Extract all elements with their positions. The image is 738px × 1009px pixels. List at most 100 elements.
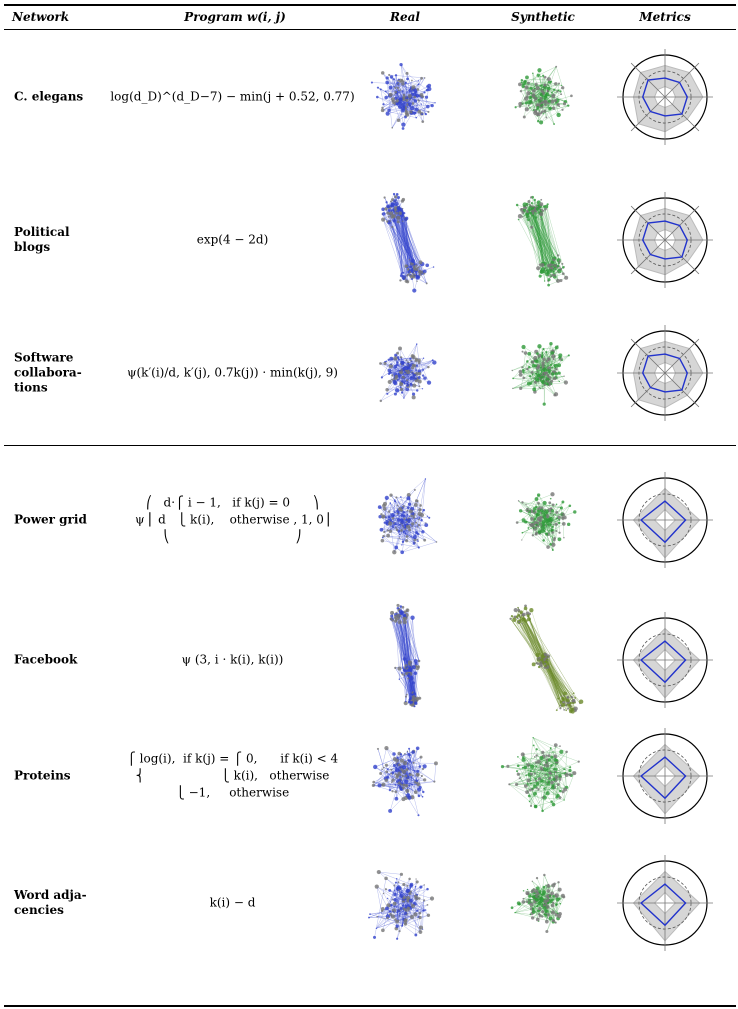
node [395, 611, 398, 614]
node [545, 532, 549, 536]
node [537, 788, 540, 791]
edge [522, 614, 537, 664]
edge [408, 909, 421, 932]
edge [405, 218, 421, 262]
node [381, 513, 386, 518]
node [427, 83, 432, 88]
node [417, 538, 419, 540]
node [411, 371, 414, 374]
node [521, 766, 524, 769]
node [550, 800, 554, 804]
node [542, 113, 544, 115]
node [418, 269, 421, 272]
edge [548, 664, 562, 697]
edge [553, 524, 558, 545]
node [536, 352, 539, 355]
node [394, 545, 399, 549]
node [398, 914, 400, 917]
node [516, 764, 520, 768]
edge [541, 769, 546, 789]
edge [532, 535, 549, 548]
node [379, 399, 383, 402]
node [537, 354, 542, 358]
node [512, 617, 517, 623]
node [411, 773, 414, 776]
node [533, 377, 535, 379]
edge [539, 761, 579, 779]
node [521, 501, 524, 504]
node [405, 700, 407, 703]
edge [545, 667, 561, 709]
node [435, 540, 438, 543]
node [423, 898, 426, 901]
node [533, 756, 536, 758]
node [427, 110, 430, 113]
node [534, 216, 538, 219]
node [397, 88, 400, 91]
edge [519, 615, 545, 663]
edge [520, 91, 539, 122]
node [401, 81, 405, 86]
edge [548, 656, 564, 699]
node [397, 666, 402, 671]
edge [535, 762, 558, 780]
node [532, 736, 534, 739]
edge [538, 502, 562, 509]
node [556, 517, 559, 520]
node [536, 521, 539, 525]
node [388, 808, 393, 813]
edge [382, 510, 411, 517]
node [399, 906, 403, 910]
node [563, 695, 565, 697]
edge [396, 203, 427, 283]
header-cell: Synthetic [511, 10, 575, 24]
node [394, 783, 397, 786]
node [399, 387, 404, 391]
edge [515, 912, 531, 915]
edge [532, 213, 542, 273]
node [400, 198, 405, 203]
node [561, 262, 564, 265]
edge [401, 104, 429, 112]
edge [407, 775, 423, 791]
node [537, 68, 542, 73]
node [434, 760, 438, 765]
node [401, 904, 404, 907]
edge [377, 916, 406, 923]
node [536, 120, 540, 123]
node [392, 77, 395, 80]
edge [400, 209, 408, 282]
edge [396, 619, 416, 704]
node [557, 103, 559, 106]
node [540, 658, 544, 662]
edge [533, 745, 553, 788]
node [532, 744, 535, 747]
node [527, 527, 530, 529]
node [527, 200, 531, 204]
edge [530, 96, 534, 111]
edge [522, 618, 539, 661]
node [541, 351, 544, 354]
node [394, 387, 400, 392]
edge [537, 208, 544, 270]
node [565, 750, 568, 754]
node [544, 371, 547, 375]
node [376, 86, 380, 89]
edge [530, 206, 546, 269]
node [375, 927, 378, 929]
node [407, 673, 411, 676]
node [419, 265, 421, 267]
node [519, 610, 523, 614]
edge [527, 361, 548, 380]
node [404, 278, 408, 283]
node [563, 708, 566, 711]
edge [527, 889, 534, 897]
node [517, 608, 521, 612]
node [394, 86, 397, 89]
node [566, 522, 571, 526]
node [566, 696, 569, 699]
node [416, 388, 419, 392]
edge [398, 894, 417, 910]
edge [528, 619, 574, 702]
edge [532, 374, 535, 390]
